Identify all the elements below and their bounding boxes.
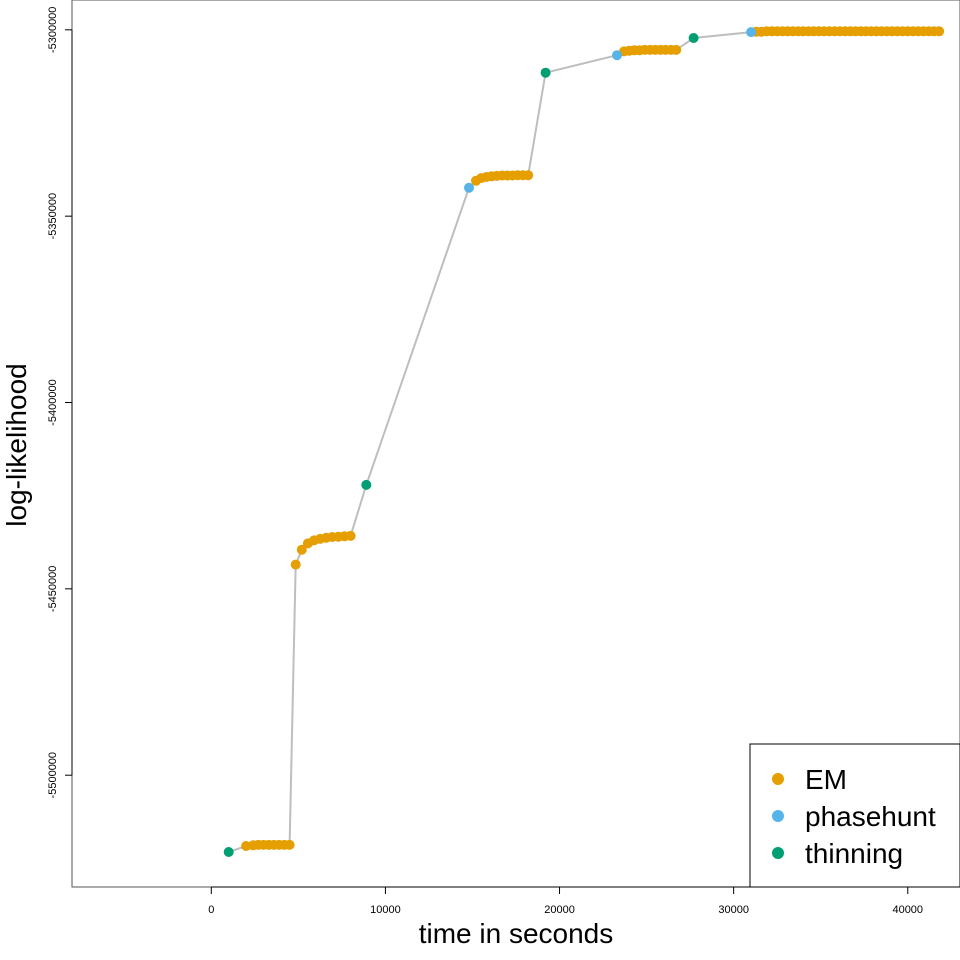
x-axis-title: time in seconds — [419, 918, 614, 949]
point-em — [934, 26, 945, 37]
x-tick-label: 0 — [208, 904, 214, 916]
y-tick-label: -5500000 — [47, 752, 59, 799]
point-em — [284, 839, 295, 850]
legend-label-phasehunt: phasehunt — [805, 801, 936, 832]
legend-label-thinning: thinning — [805, 838, 903, 869]
y-tick-label: -5350000 — [47, 193, 59, 240]
legend: EM phasehunt thinning — [749, 743, 960, 888]
x-tick-label: 30000 — [718, 904, 749, 916]
point-thinning — [540, 67, 551, 78]
legend-marker-em — [772, 773, 784, 785]
point-phasehunt — [464, 182, 474, 193]
likelihood-path — [228, 30, 940, 853]
y-tick-label: -5450000 — [47, 566, 59, 613]
point-thinning — [223, 847, 234, 857]
y-axis-title: log-likelihood — [1, 363, 32, 526]
data-points — [223, 26, 945, 857]
legend-marker-thinning — [772, 847, 784, 859]
legend-marker-phasehunt — [772, 810, 784, 822]
legend-box — [749, 743, 960, 888]
series-line — [228, 30, 940, 853]
point-em — [523, 170, 534, 181]
point-em — [290, 559, 301, 570]
point-em — [345, 530, 356, 541]
point-thinning — [361, 479, 372, 490]
x-tick-label: 20000 — [544, 904, 575, 916]
x-tick-label: 10000 — [370, 904, 401, 916]
point-em — [671, 44, 682, 55]
point-thinning — [688, 33, 699, 43]
point-em — [296, 544, 307, 555]
x-tick-label: 40000 — [892, 904, 923, 916]
point-phasehunt — [746, 27, 757, 38]
y-tick-label: -5400000 — [47, 379, 59, 426]
legend-label-em: EM — [805, 764, 847, 795]
x-axis: 0 10000 20000 30000 40000 — [208, 886, 923, 916]
y-tick-label: -5300000 — [47, 7, 59, 54]
y-axis: -5500000 -5450000 -5400000 -5350000 -5300000 — [47, 7, 73, 799]
point-phasehunt — [612, 50, 622, 61]
